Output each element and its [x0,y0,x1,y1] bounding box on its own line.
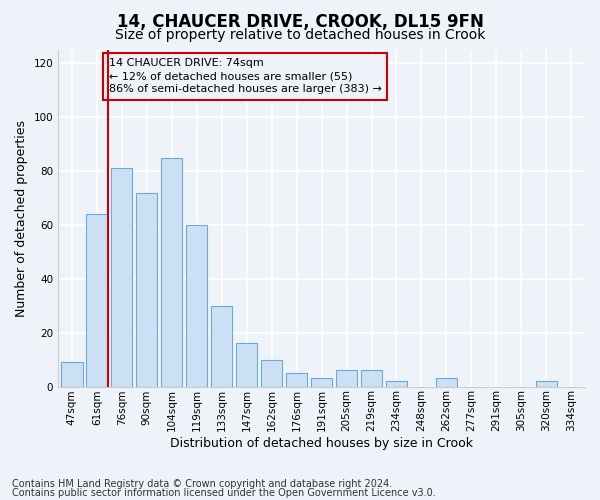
Bar [111,168,133,386]
X-axis label: Distribution of detached houses by size in Crook: Distribution of detached houses by size … [170,437,473,450]
Bar [161,158,182,386]
Bar [286,373,307,386]
Bar [261,360,282,386]
Bar [61,362,83,386]
Bar [361,370,382,386]
Text: Contains HM Land Registry data © Crown copyright and database right 2024.: Contains HM Land Registry data © Crown c… [12,479,392,489]
Bar [536,381,557,386]
Bar [86,214,107,386]
Text: 14, CHAUCER DRIVE, CROOK, DL15 9FN: 14, CHAUCER DRIVE, CROOK, DL15 9FN [116,12,484,30]
Bar [236,344,257,386]
Bar [211,306,232,386]
Bar [436,378,457,386]
Bar [186,225,208,386]
Text: 14 CHAUCER DRIVE: 74sqm
← 12% of detached houses are smaller (55)
86% of semi-de: 14 CHAUCER DRIVE: 74sqm ← 12% of detache… [109,58,382,94]
Bar [386,381,407,386]
Bar [336,370,357,386]
Text: Size of property relative to detached houses in Crook: Size of property relative to detached ho… [115,28,485,42]
Bar [311,378,332,386]
Text: Contains public sector information licensed under the Open Government Licence v3: Contains public sector information licen… [12,488,436,498]
Y-axis label: Number of detached properties: Number of detached properties [15,120,28,317]
Bar [136,192,157,386]
